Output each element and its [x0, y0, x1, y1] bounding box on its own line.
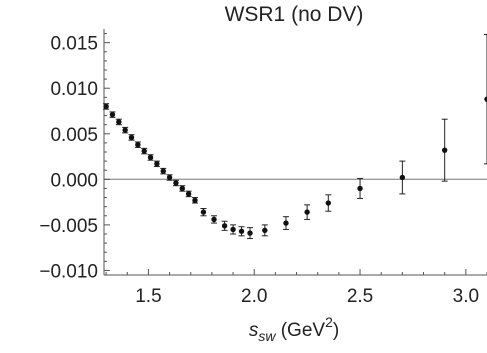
data-point [185, 191, 192, 197]
x-axis-label-sub: sw [258, 328, 276, 344]
data-point [304, 209, 310, 215]
x-tick-label: 3.0 [453, 286, 479, 307]
y-tick-label: 0.010 [50, 79, 98, 100]
data-point [247, 230, 253, 236]
data-point [221, 223, 228, 229]
y-tick-label: 0.005 [50, 125, 98, 146]
data-point [283, 220, 289, 226]
x-axis-label-rest: (GeV [275, 320, 325, 341]
x-axis-label: ssw (GeV2) [249, 314, 339, 344]
data-point [357, 185, 363, 192]
data-point [211, 216, 217, 223]
axes [103, 29, 487, 276]
data-point [262, 227, 268, 234]
x-tick-label: 2.5 [347, 286, 373, 307]
data-point [238, 228, 245, 234]
y-tick-label: 0.000 [50, 170, 98, 191]
data-point [173, 180, 179, 186]
chart-title: WSR1 (no DV) [225, 3, 364, 26]
data-point [160, 168, 166, 174]
data-point [109, 111, 116, 118]
data-point [484, 96, 487, 102]
data-point [399, 174, 406, 181]
ticks: −0.010 −0.005 0.000 0.005 0.010 0.015 1.5 2.0 2.… [39, 33, 487, 307]
data-point [122, 127, 128, 133]
data-point [103, 103, 109, 110]
y-tick-label: −0.010 [39, 261, 98, 282]
data-point [141, 148, 147, 154]
data-points [103, 33, 487, 240]
data-point [166, 174, 173, 181]
y-tick-label: 0.015 [50, 34, 98, 55]
data-point [135, 142, 141, 148]
data-point [200, 209, 207, 215]
y-tick-label: −0.005 [39, 216, 98, 237]
data-point [192, 197, 198, 203]
data-point [116, 119, 122, 125]
x-axis-label-close: ) [333, 320, 339, 341]
x-tick-label: 1.5 [135, 286, 161, 307]
x-axis-label-main: s [249, 320, 259, 341]
data-point [154, 161, 160, 167]
data-point [147, 154, 154, 161]
x-axis-label-sup: 2 [325, 314, 333, 330]
data-point [441, 147, 448, 153]
data-point [325, 200, 331, 206]
x-tick-label: 2.0 [241, 286, 267, 307]
data-point [179, 185, 185, 192]
data-point [128, 134, 135, 141]
data-point [230, 226, 236, 233]
